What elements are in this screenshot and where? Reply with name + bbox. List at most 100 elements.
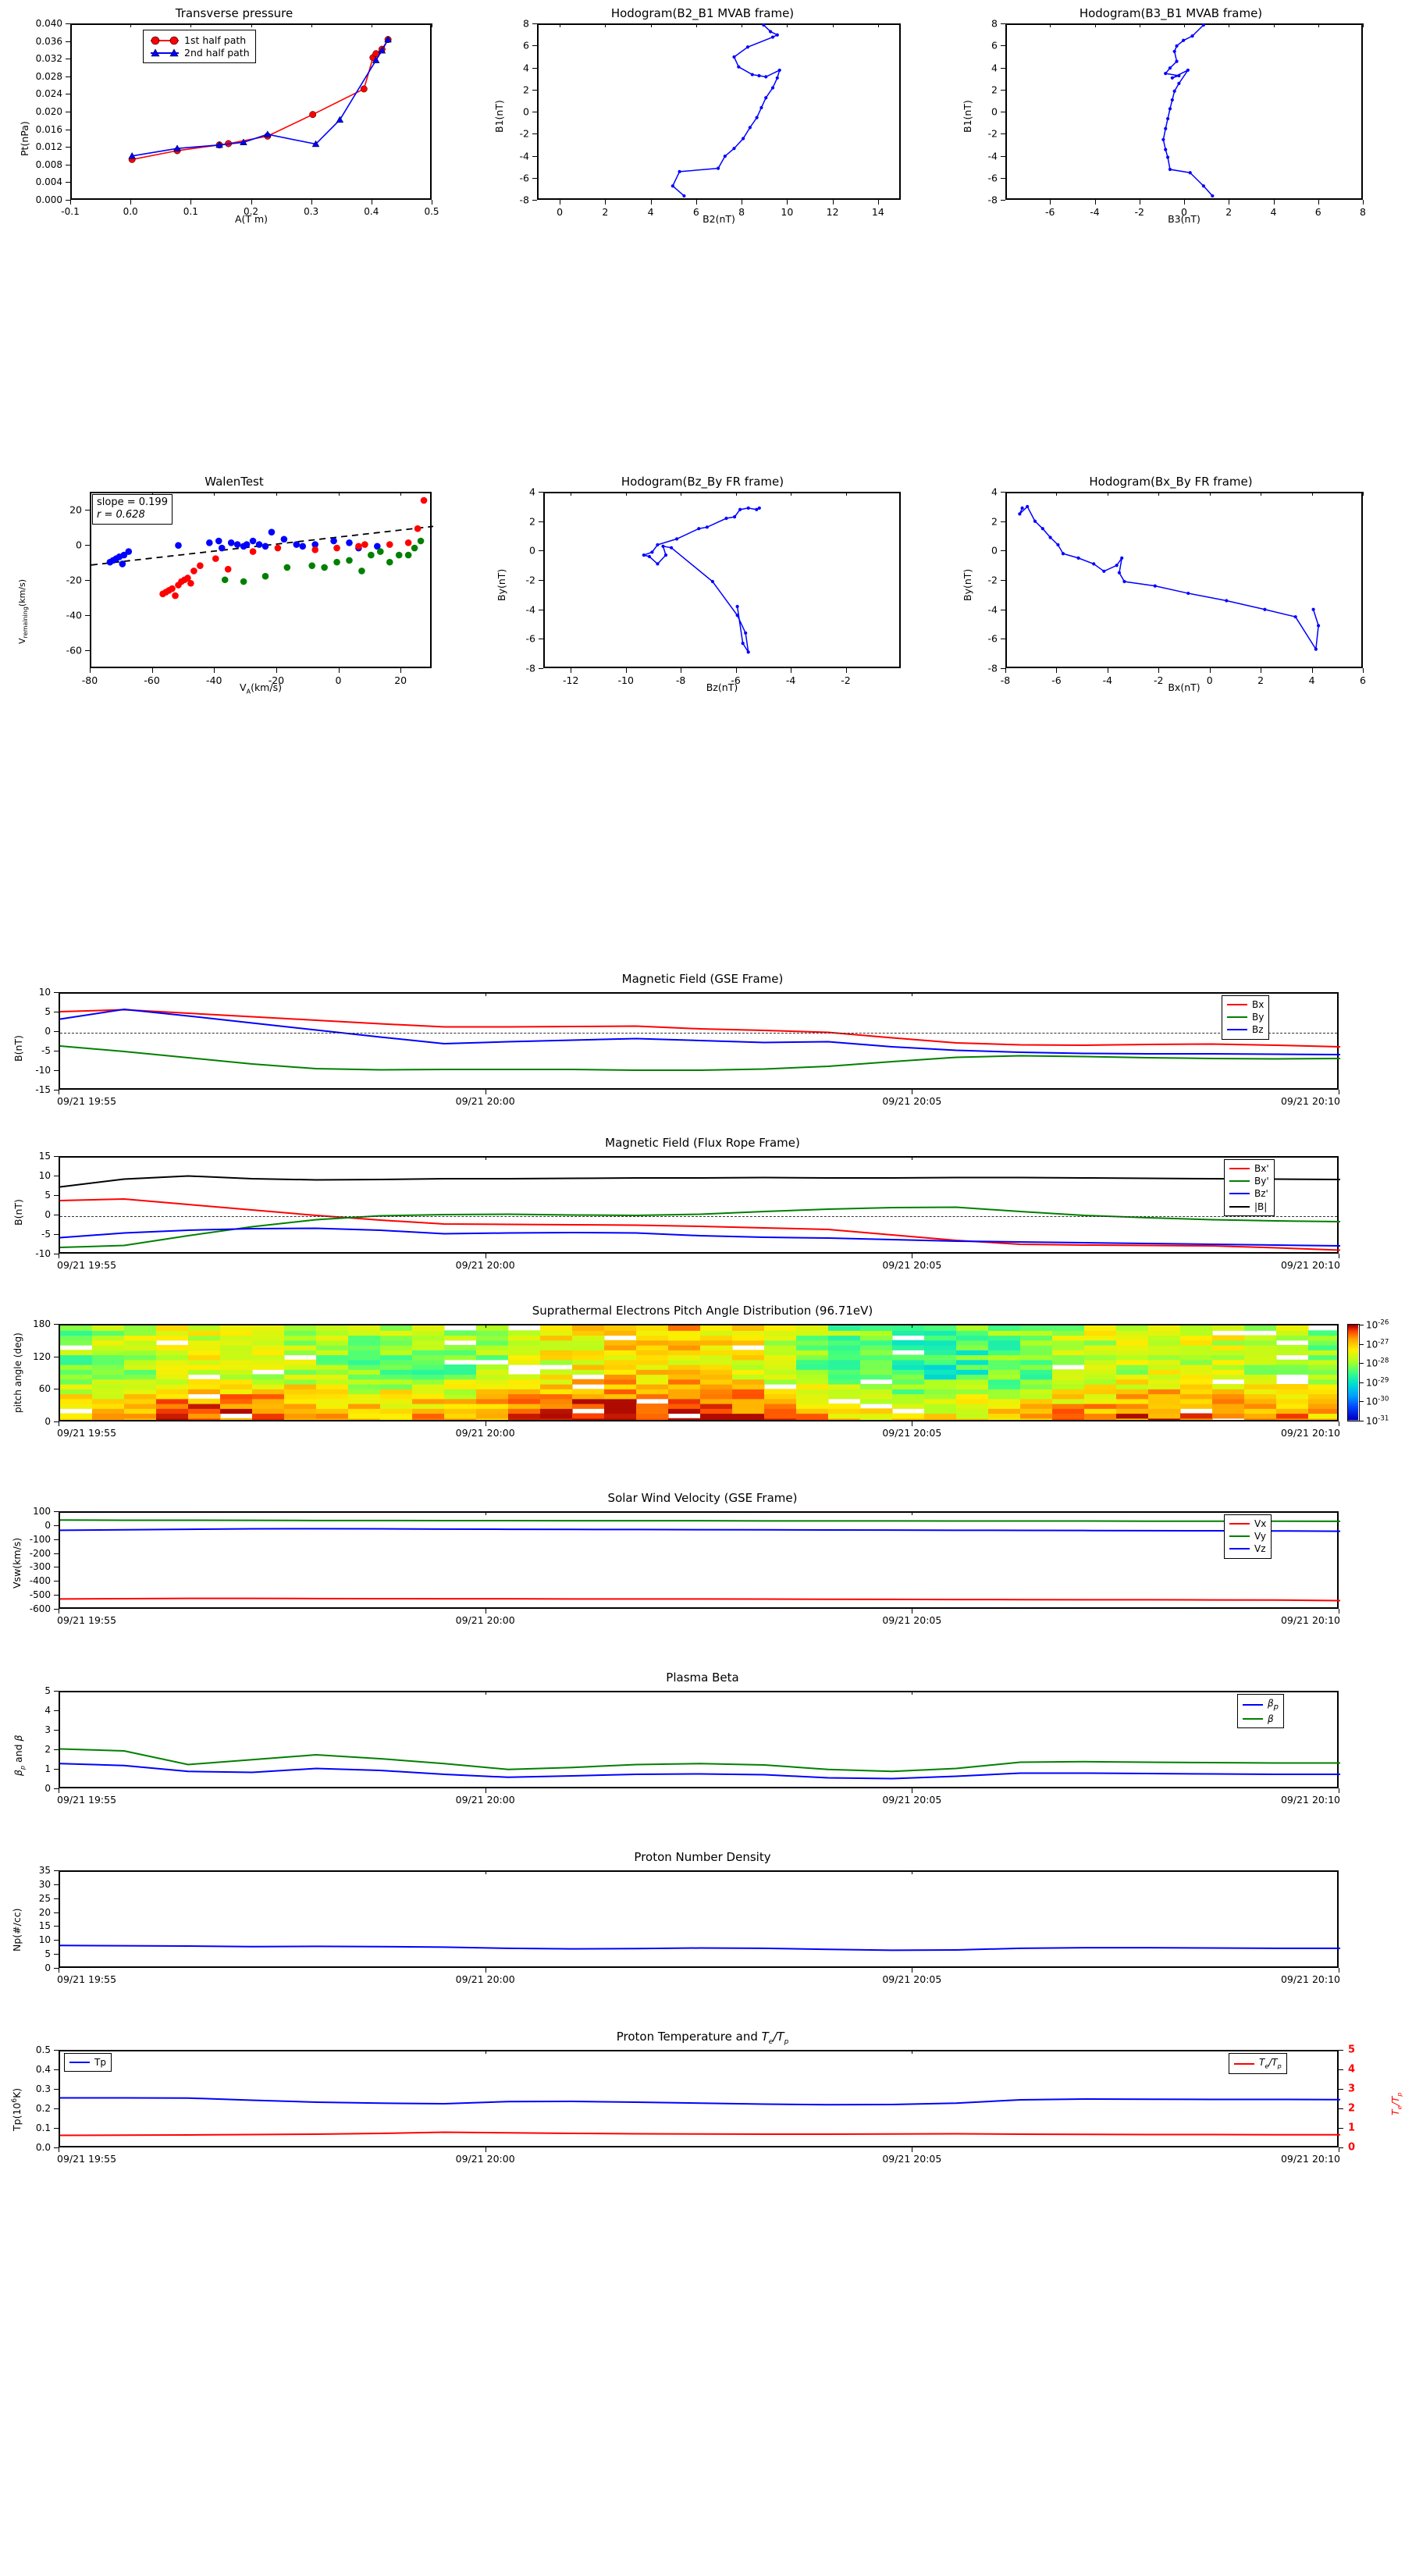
x-tick [877, 200, 879, 205]
x-tick-label: -6 [731, 674, 741, 686]
legend-label-1st-half: 1st half path [184, 34, 247, 46]
y-tick [54, 2089, 59, 2090]
y-tick [54, 1884, 59, 1885]
x-tick [695, 200, 697, 205]
colorbar-tick [1360, 1401, 1364, 1402]
y-tick-label: 35 [38, 1865, 51, 1876]
y-tick [1001, 177, 1005, 179]
y-tick [54, 1691, 59, 1692]
colorbar-tick [1360, 1382, 1364, 1383]
y-tick-label: 6 [991, 39, 998, 52]
x-axis-title: B2(nT) [702, 213, 735, 225]
y-tick [539, 668, 543, 669]
panel-title: Proton Number Density [634, 1850, 771, 1864]
legend-swatch-vz [1229, 1548, 1250, 1550]
x-tick-label: -6 [1045, 206, 1055, 218]
x-tick-label: -4 [785, 674, 796, 686]
y-tick-label: 0.4 [35, 2064, 51, 2075]
x-tick [1363, 668, 1364, 673]
x-tick [650, 200, 652, 205]
y-tick-label: 120 [33, 1350, 51, 1362]
legend-swatch-beta-p [1243, 1703, 1263, 1706]
x-axis-title: Bz(nT) [706, 681, 738, 693]
y-tick [54, 1156, 59, 1157]
y-axis-title: Pt(nPa) [19, 121, 30, 156]
y-tick [532, 67, 537, 69]
x-tick-label: 2 [1257, 674, 1264, 686]
y-tick-label: -10 [35, 1248, 51, 1259]
x-tick [845, 668, 847, 673]
transverse-pressure-curves [128, 35, 392, 163]
y-tick-label: 0.0 [35, 2142, 51, 2153]
bfr-legend[interactable]: Bx' By' Bz' |B| [1224, 1159, 1275, 1216]
y-tick-label-right: 2 [1348, 2102, 1356, 2115]
panel-title: Transverse pressure [175, 6, 293, 20]
y-axis-title: Vsw(km/s) [11, 1537, 23, 1589]
y-tick [66, 147, 70, 148]
bgse-legend[interactable]: Bx By Bz [1222, 995, 1270, 1040]
x-tick-top [735, 492, 737, 496]
y-tick-label: 0.032 [35, 53, 62, 65]
y-tick [532, 155, 537, 157]
legend-label-vx: Vx [1254, 1518, 1267, 1529]
panel-pitch-angle-distribution: Suprathermal Electrons Pitch Angle Distr… [0, 1296, 1405, 1468]
transverse-pressure-legend[interactable]: 1st half path 2nd half path [143, 30, 256, 63]
y-tick-label: 0.040 [35, 18, 62, 29]
y-tick-label: 8 [523, 17, 529, 30]
tp-legend-right[interactable]: Te/Tp [1229, 2053, 1287, 2075]
y-tick [1001, 668, 1005, 669]
panel-title: Hodogram(Bx_By FR frame) [1089, 475, 1253, 489]
y-tick-label: 0.2 [35, 2103, 51, 2114]
y-tick-label: 25 [38, 1892, 51, 1904]
panel-title: Magnetic Field (Flux Rope Frame) [605, 1136, 800, 1150]
x-tick-top [214, 492, 215, 496]
y-tick [1001, 45, 1005, 47]
y-tick-label: -5 [41, 1045, 51, 1056]
x-tick-label: 2 [602, 206, 609, 218]
y-tick-label: 5 [44, 1190, 51, 1201]
colorbar-gradient [1348, 1325, 1358, 1421]
y-tick-right [1339, 2050, 1343, 2051]
y-tick-label: 0.000 [35, 194, 62, 205]
y-tick [54, 2069, 59, 2070]
x-tick-label: 09/21 20:05 [882, 1614, 942, 1626]
y-tick-label-right: 4 [1348, 2063, 1356, 2076]
x-tick-top [1158, 492, 1160, 496]
legend-label-byp: By' [1254, 1176, 1269, 1187]
y-tick-right [1339, 2089, 1343, 2090]
y-tick [539, 521, 543, 522]
x-tick [214, 668, 215, 673]
x-tick-label: 09/21 20:00 [455, 1427, 515, 1439]
panel-proton-temperature: Proton Temperature and Te/Tp 09/21 19:55… [0, 2022, 1405, 2190]
x-tick-label: 09/21 20:00 [455, 1259, 515, 1271]
y-tick-label: 0 [44, 1962, 51, 1973]
panel-title: Magnetic Field (GSE Frame) [621, 972, 784, 986]
legend-swatch-vx [1229, 1523, 1250, 1525]
x-tick [90, 668, 91, 673]
y-tick [54, 1553, 59, 1554]
x-tick-label: 09/21 20:05 [882, 1259, 942, 1271]
x-tick-label: 4 [1270, 206, 1277, 218]
x-tick-label: -0.1 [61, 206, 80, 217]
panel-magnetic-field-fr: Magnetic Field (Flux Rope Frame) 09/21 1… [0, 1128, 1405, 1288]
y-tick [54, 2108, 59, 2109]
tp-legend-left[interactable]: Tp [64, 2053, 112, 2073]
y-tick-label: -40 [66, 609, 82, 621]
colorbar-tick [1360, 1363, 1364, 1364]
x-tick-label: 09/21 20:10 [1280, 1427, 1340, 1439]
legend-label-beta: β [1268, 1713, 1274, 1724]
x-tick-label: -4 [1090, 206, 1100, 218]
y-tick [54, 992, 59, 993]
beta-legend[interactable]: βp β [1237, 1694, 1285, 1729]
y-tick [54, 1954, 59, 1955]
y-tick [66, 41, 70, 42]
y-tick-label: 0.036 [35, 35, 62, 47]
x-tick-label: 09/21 20:05 [882, 1794, 942, 1806]
x-tick-label: 6 [692, 206, 699, 218]
x-tick [1273, 200, 1275, 205]
vsw-legend[interactable]: Vx Vy Vz [1224, 1514, 1272, 1559]
x-axis-title: Bx(nT) [1168, 681, 1200, 693]
x-tick-label: -20 [268, 674, 285, 686]
colorbar-tick-label: 10-31 [1366, 1414, 1389, 1426]
x-tick-label: 09/21 20:10 [1280, 2153, 1340, 2165]
